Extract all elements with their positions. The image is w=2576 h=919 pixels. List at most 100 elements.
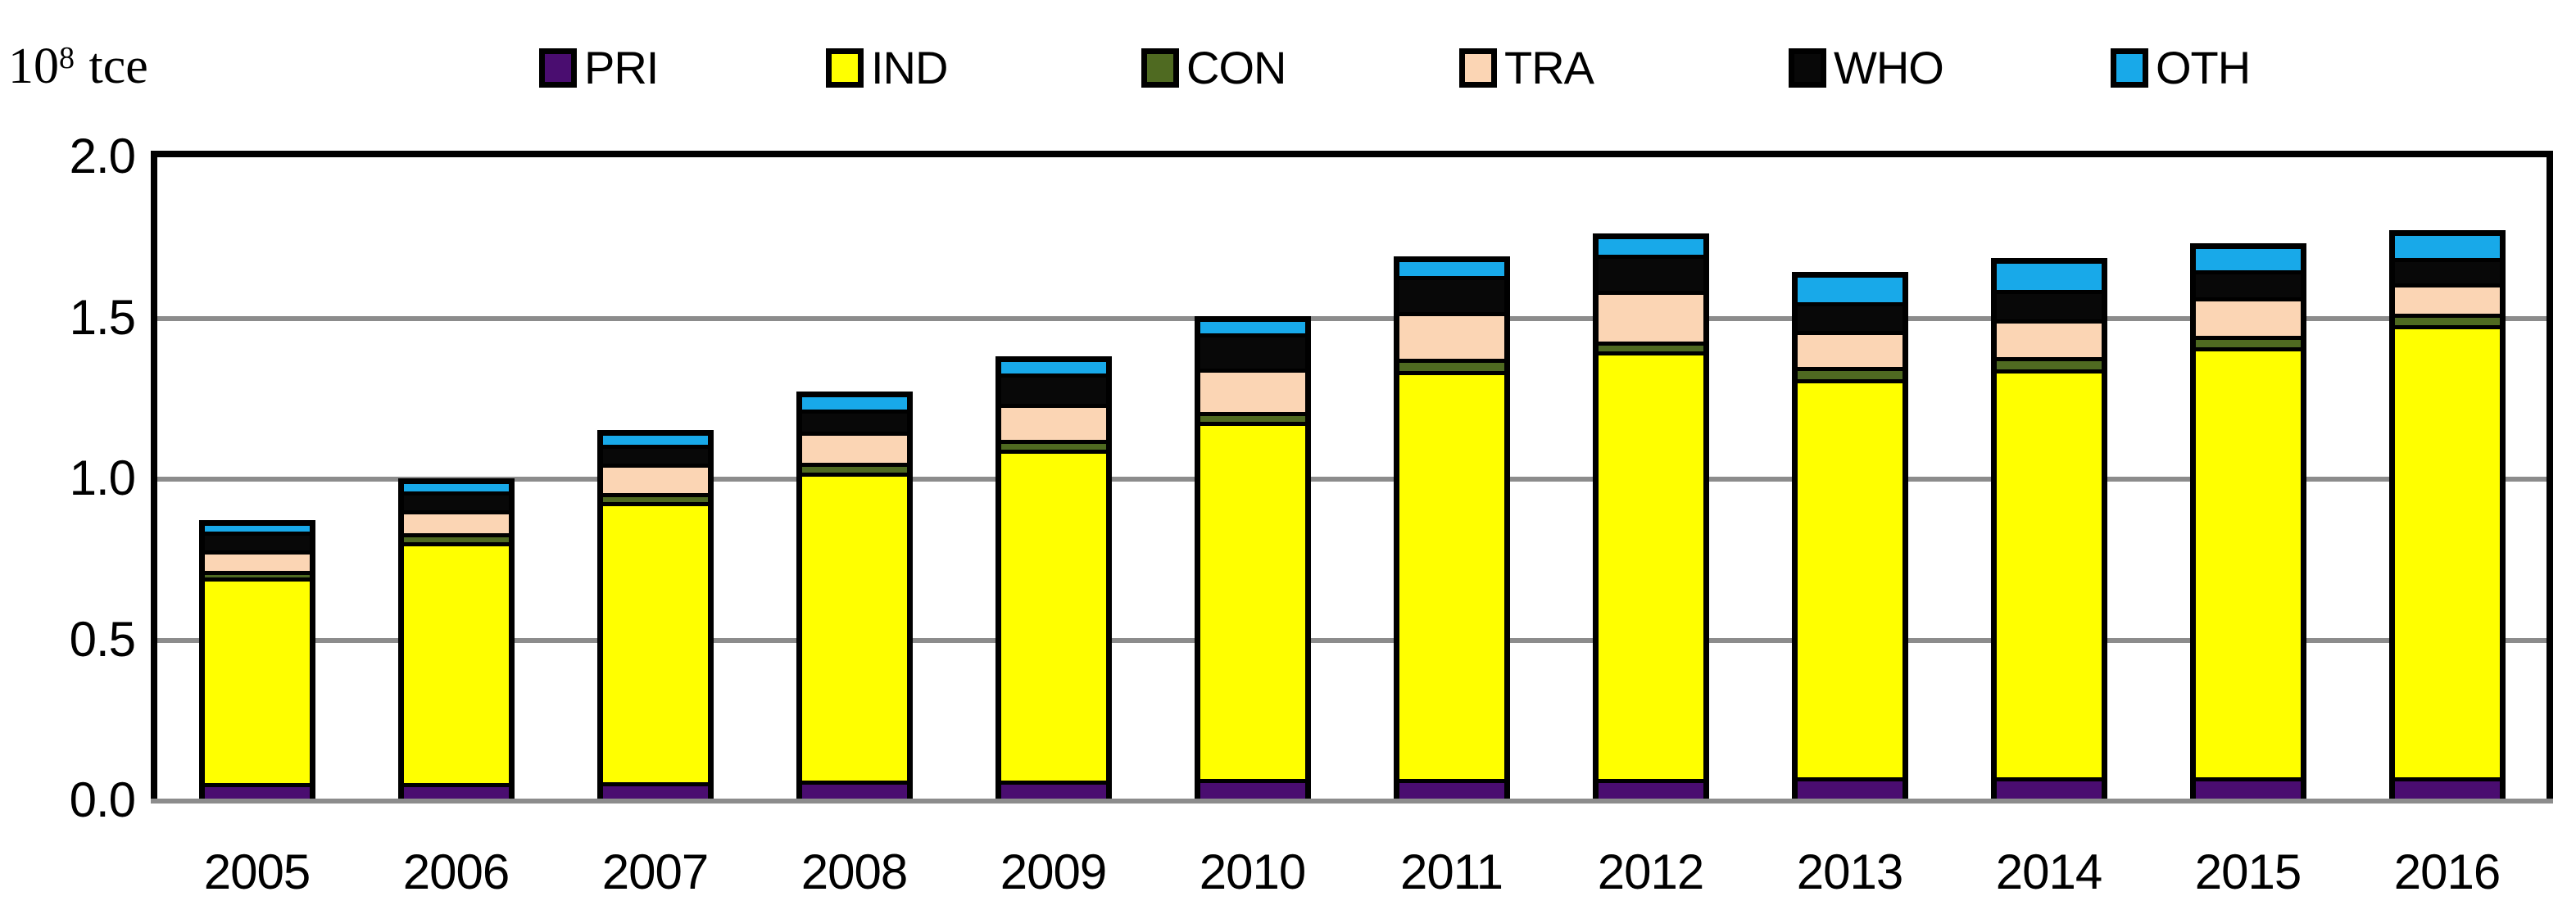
- legend-label-OTH: OTH: [2156, 42, 2251, 93]
- unit-text: tce: [76, 38, 148, 94]
- x-tick-label-2008: 2008: [800, 844, 908, 899]
- legend-swatch-OTH: [2111, 48, 2148, 88]
- bar-segment-IND-2012: [1598, 355, 1703, 784]
- legend-item-OTH: OTH: [2111, 41, 2251, 94]
- bar-2013: [1791, 272, 1908, 799]
- bar-segment-OTH-2012: [1598, 239, 1703, 260]
- bar-segment-CON-2009: [1000, 443, 1106, 455]
- unit-exponent: 8: [59, 41, 76, 75]
- x-tick-label-2009: 2009: [1000, 844, 1107, 899]
- y-tick-label-1.5: 1.5: [69, 289, 136, 345]
- bar-segment-PRI-2016: [2394, 781, 2500, 799]
- bar-segment-WHO-2013: [1797, 306, 1903, 336]
- bar-2016: [2388, 230, 2506, 799]
- bar-segment-OTH-2010: [1200, 321, 1305, 338]
- bar-segment-CON-2006: [403, 537, 509, 546]
- x-tick-label-2006: 2006: [402, 844, 510, 899]
- x-tick-label-2016: 2016: [2393, 844, 2501, 899]
- bar-segment-TRA-2007: [602, 468, 708, 498]
- bar-segment-PRI-2008: [801, 785, 907, 799]
- bar-2008: [796, 391, 913, 799]
- bar-segment-TRA-2013: [1797, 335, 1903, 372]
- bar-segment-TRA-2005: [204, 554, 310, 575]
- bar-2012: [1592, 233, 1709, 799]
- bar-segment-IND-2013: [1797, 383, 1903, 782]
- bar-segment-CON-2016: [2394, 317, 2500, 330]
- y-axis-unit-label: 108 tce: [8, 38, 148, 96]
- bar-segment-PRI-2013: [1797, 781, 1903, 799]
- legend-item-TRA: TRA: [1459, 41, 1594, 94]
- bar-segment-OTH-2006: [403, 483, 509, 496]
- bar-segment-CON-2011: [1399, 363, 1504, 375]
- bar-segment-CON-2005: [204, 574, 310, 582]
- bar-2011: [1393, 256, 1510, 799]
- x-tick-label-2014: 2014: [1995, 844, 2102, 899]
- x-axis-line: [151, 799, 2553, 804]
- bar-segment-PRI-2015: [2195, 781, 2301, 799]
- x-tick-label-2011: 2011: [1399, 844, 1503, 899]
- bar-segment-OTH-2008: [801, 396, 907, 414]
- bar-segment-PRI-2007: [602, 786, 708, 799]
- bar-segment-TRA-2015: [2195, 301, 2301, 340]
- bar-segment-WHO-2005: [204, 536, 310, 555]
- bar-segment-CON-2012: [1598, 345, 1703, 356]
- legend-swatch-IND: [826, 48, 864, 88]
- bar-segment-OTH-2013: [1797, 278, 1903, 307]
- bar-segment-IND-2015: [2195, 351, 2301, 782]
- x-tick-label-2015: 2015: [2194, 844, 2302, 899]
- bar-2009: [995, 355, 1112, 799]
- bar-segment-CON-2015: [2195, 339, 2301, 351]
- bar-segment-CON-2010: [1200, 415, 1305, 427]
- bar-segment-IND-2009: [1000, 454, 1106, 785]
- bar-segment-WHO-2009: [1000, 378, 1106, 408]
- legend-item-IND: IND: [826, 41, 948, 94]
- bar-segment-IND-2016: [2394, 329, 2500, 782]
- gridline: [157, 477, 2547, 482]
- bar-segment-CON-2014: [1996, 361, 2102, 373]
- bar-segment-TRA-2012: [1598, 295, 1703, 346]
- bar-segment-CON-2008: [801, 466, 907, 478]
- bar-segment-TRA-2009: [1000, 407, 1106, 444]
- bar-segment-OTH-2007: [602, 436, 708, 449]
- bar-segment-TRA-2006: [403, 514, 509, 538]
- legend-label-PRI: PRI: [584, 42, 659, 93]
- bar-segment-WHO-2016: [2394, 261, 2500, 287]
- bar-segment-WHO-2012: [1598, 259, 1703, 296]
- bar-segment-WHO-2008: [801, 413, 907, 436]
- bar-segment-WHO-2007: [602, 448, 708, 469]
- legend: PRI IND CON TRA WHO OTH: [0, 0, 2576, 98]
- bar-segment-IND-2007: [602, 505, 708, 787]
- unit-mantissa: 10: [8, 38, 59, 94]
- bar-segment-PRI-2005: [204, 786, 310, 799]
- bar-2006: [397, 478, 515, 799]
- bar-segment-OTH-2015: [2195, 249, 2301, 275]
- y-tick-label-2.0: 2.0: [69, 129, 136, 183]
- bar-2015: [2189, 243, 2306, 799]
- legend-swatch-WHO: [1789, 48, 1826, 88]
- legend-label-CON: CON: [1186, 42, 1286, 93]
- bar-segment-WHO-2015: [2195, 274, 2301, 302]
- bar-segment-OTH-2011: [1399, 261, 1504, 280]
- bar-segment-PRI-2009: [1000, 785, 1106, 799]
- gridline: [157, 637, 2547, 643]
- bar-segment-PRI-2010: [1200, 783, 1305, 799]
- x-tick-label-2005: 2005: [203, 844, 311, 899]
- x-tick-label-2012: 2012: [1597, 844, 1704, 899]
- bar-segment-PRI-2011: [1399, 783, 1504, 799]
- y-tick-label-0.0: 0.0: [69, 772, 136, 827]
- legend-label-WHO: WHO: [1834, 42, 1944, 93]
- bar-segment-TRA-2011: [1399, 315, 1504, 364]
- bar-segment-TRA-2014: [1996, 324, 2102, 362]
- bar-segment-OTH-2014: [1996, 263, 2102, 294]
- bar-segment-CON-2007: [602, 497, 708, 506]
- bar-segment-IND-2008: [801, 477, 907, 785]
- gridline: [157, 315, 2547, 321]
- bar-segment-TRA-2010: [1200, 372, 1305, 416]
- y-tick-label-0.5: 0.5: [69, 611, 136, 667]
- bar-segment-PRI-2014: [1996, 781, 2102, 799]
- legend-swatch-PRI: [539, 48, 577, 88]
- x-tick-label-2013: 2013: [1796, 844, 1903, 899]
- bar-segment-IND-2005: [204, 582, 310, 787]
- legend-swatch-CON: [1141, 48, 1179, 88]
